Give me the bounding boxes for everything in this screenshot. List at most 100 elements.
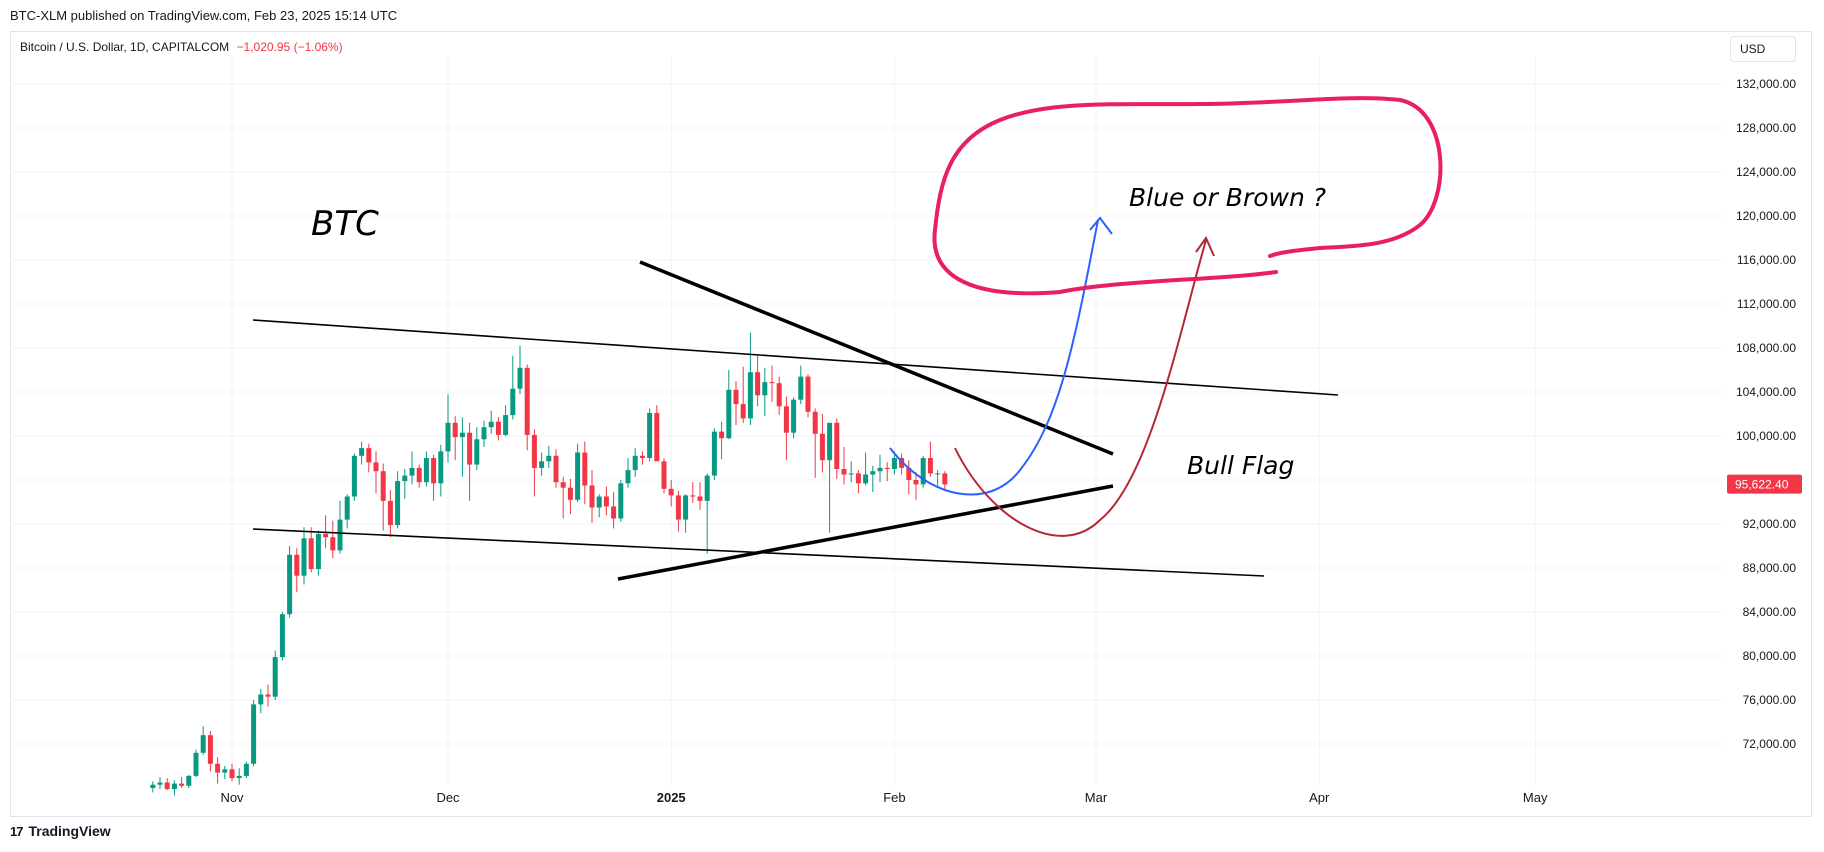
candle-body[interactable] [236, 775, 242, 779]
candle-body[interactable] [207, 735, 213, 764]
candle-body[interactable] [798, 376, 804, 400]
candle-body[interactable] [402, 475, 408, 482]
candle-body[interactable] [186, 775, 192, 786]
candle-body[interactable] [855, 473, 861, 484]
candle-body[interactable] [531, 434, 537, 468]
candle-body[interactable] [395, 481, 401, 526]
candle-body[interactable] [762, 382, 768, 396]
candle-body[interactable] [409, 467, 415, 476]
candle-body[interactable] [906, 467, 912, 480]
candle-body[interactable] [870, 471, 876, 475]
symbol-legend[interactable]: Bitcoin / U.S. Dollar, 1D, CAPITALCOM −1… [20, 40, 343, 54]
candle-body[interactable] [884, 467, 890, 469]
candle-body[interactable] [726, 389, 732, 439]
candle-body[interactable] [805, 376, 811, 412]
candle-body[interactable] [323, 533, 329, 538]
candle-body[interactable] [848, 473, 854, 475]
candle-body[interactable] [913, 480, 919, 485]
candle-body[interactable] [819, 433, 825, 461]
candle-body[interactable] [877, 467, 883, 472]
candle-body[interactable] [265, 694, 271, 697]
candle-body[interactable] [164, 782, 170, 790]
candle-body[interactable] [639, 455, 645, 458]
candle-body[interactable] [704, 475, 710, 501]
candle-body[interactable] [582, 452, 588, 486]
candle-body[interactable] [279, 614, 285, 658]
candle-body[interactable] [301, 538, 307, 576]
candle-body[interactable] [157, 782, 163, 785]
candle-body[interactable] [697, 496, 703, 501]
candle-body[interactable] [373, 462, 379, 472]
candle-body[interactable] [668, 488, 674, 496]
brown-scenario-path[interactable] [954, 239, 1207, 537]
candle-body[interactable] [546, 455, 552, 462]
candle-body[interactable] [575, 452, 581, 500]
candle-body[interactable] [452, 422, 458, 438]
candle-body[interactable] [827, 422, 833, 461]
candle-body[interactable] [776, 383, 782, 407]
candle-body[interactable] [675, 495, 681, 520]
candle-body[interactable] [495, 421, 501, 435]
candle-body[interactable] [733, 389, 739, 405]
candle-body[interactable] [488, 421, 494, 428]
candle-body[interactable] [524, 367, 530, 435]
candle-body[interactable] [863, 474, 869, 484]
candle-body[interactable] [783, 406, 789, 433]
candle-body[interactable] [740, 404, 746, 419]
candle-body[interactable] [567, 487, 573, 500]
candle-body[interactable] [891, 458, 897, 469]
candle-body[interactable] [553, 455, 559, 483]
candle-body[interactable] [459, 432, 465, 438]
candle-body[interactable] [539, 461, 545, 468]
candle-body[interactable] [423, 458, 429, 483]
candle-body[interactable] [330, 537, 336, 551]
candle-body[interactable] [380, 471, 386, 501]
candle-body[interactable] [229, 769, 235, 779]
candle-body[interactable] [251, 704, 257, 764]
upper-channel-line[interactable] [252, 319, 1339, 396]
candle-body[interactable] [474, 439, 480, 465]
candle-body[interactable] [510, 388, 516, 416]
candle-body[interactable] [719, 431, 725, 439]
candle-body[interactable] [193, 752, 199, 776]
candle-body[interactable] [272, 657, 278, 697]
candle-body[interactable] [927, 458, 933, 474]
candle-body[interactable] [661, 461, 667, 489]
candle-body[interactable] [416, 467, 422, 483]
candle-body[interactable] [344, 496, 350, 520]
candle-body[interactable] [769, 382, 775, 384]
candle-body[interactable] [215, 763, 221, 773]
candle-body[interactable] [611, 506, 617, 519]
pink-cloud-shape[interactable] [932, 96, 1443, 296]
candle-body[interactable] [834, 422, 840, 469]
candle-body[interactable] [467, 432, 473, 465]
candle-body[interactable] [179, 783, 185, 786]
candle-body[interactable] [603, 496, 609, 507]
candle-body[interactable] [200, 735, 206, 753]
candle-body[interactable] [308, 538, 314, 570]
candle-body[interactable] [351, 455, 357, 497]
candle-body[interactable] [618, 483, 624, 519]
candle-body[interactable] [445, 422, 451, 452]
candle-body[interactable] [150, 784, 156, 788]
candle-body[interactable] [517, 367, 523, 389]
candle-body[interactable] [294, 554, 300, 576]
candle-body[interactable] [438, 451, 444, 484]
candle-body[interactable] [481, 427, 487, 440]
candle-body[interactable] [243, 763, 249, 776]
ascending-support-line[interactable] [617, 484, 1114, 581]
candle-body[interactable] [589, 485, 595, 508]
candle-body[interactable] [647, 412, 653, 458]
candle-body[interactable] [711, 431, 717, 476]
tradingview-logo[interactable]: 17 TradingView [10, 823, 111, 839]
candle-body[interactable] [942, 473, 948, 485]
candle-body[interactable] [315, 533, 321, 570]
candle-body[interactable] [920, 458, 926, 485]
candle-body[interactable] [747, 372, 753, 419]
candle-body[interactable] [359, 448, 365, 456]
candle-body[interactable] [690, 495, 696, 497]
candle-body[interactable] [791, 399, 797, 433]
candle-body[interactable] [222, 769, 228, 773]
candle-body[interactable] [171, 783, 177, 790]
